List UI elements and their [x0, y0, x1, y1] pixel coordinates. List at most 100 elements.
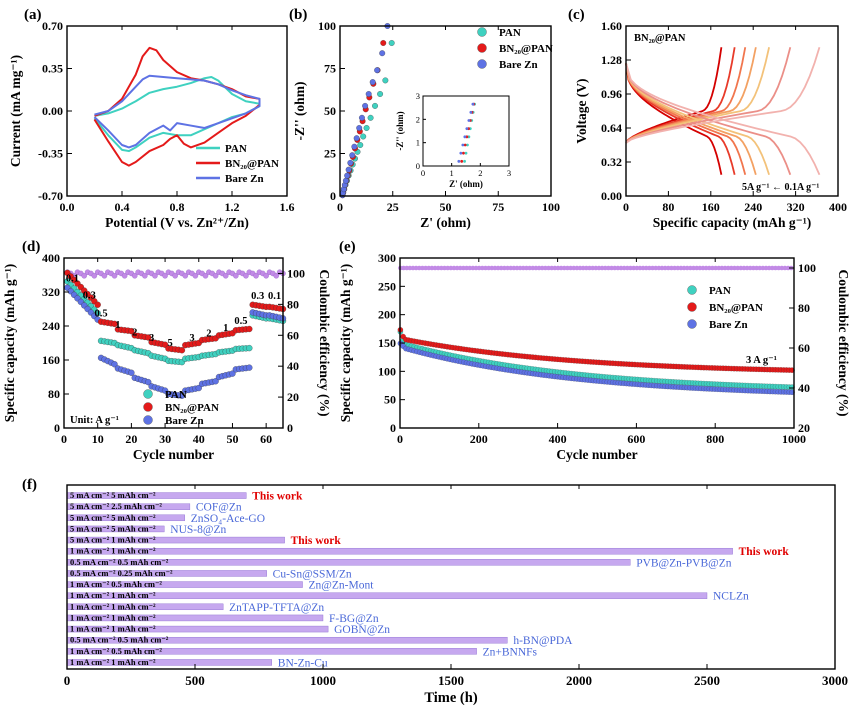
- ce-point: [574, 265, 580, 271]
- x-tick-label: 0: [397, 432, 403, 446]
- rate-label: 0.3: [83, 290, 96, 301]
- capacity-point: [212, 378, 219, 385]
- legend-marker: [687, 285, 697, 295]
- x-tick-label: 30: [159, 432, 171, 446]
- ce-point: [273, 273, 280, 279]
- ce-point: [640, 265, 646, 271]
- ce-point: [744, 265, 750, 271]
- y2-tick-label: 60: [287, 328, 299, 342]
- ce-point: [719, 265, 725, 271]
- ce-point: [495, 265, 501, 271]
- inset-point: [463, 159, 466, 163]
- capacity-point: [145, 378, 152, 386]
- inset-y-tick-label: 3: [416, 91, 420, 101]
- bar-condition: 1 mA cm⁻² 1 mAh cm⁻²: [70, 612, 156, 622]
- ce-point: [732, 265, 737, 271]
- bar-condition: 0.5 mA cm⁻² 0.5 mAh cm⁻²: [70, 557, 169, 567]
- ce-point: [688, 265, 693, 271]
- ce-point: [121, 273, 128, 279]
- ce-point: [609, 265, 614, 271]
- ce-point: [606, 265, 611, 271]
- ce-point: [678, 265, 684, 271]
- ce-point: [558, 265, 564, 271]
- ce-point: [182, 273, 189, 279]
- ce-point: [599, 265, 605, 271]
- y-tick-label: 0: [390, 421, 396, 435]
- y-tick-label: 0.00: [42, 104, 63, 118]
- plot-frame: [66, 25, 288, 197]
- y-tick-label: 240: [42, 319, 60, 333]
- legend-marker: [477, 27, 487, 37]
- ce-point: [511, 265, 517, 271]
- ce-point: [423, 265, 428, 271]
- x-tick-label: 100: [542, 200, 560, 214]
- ce-point: [461, 265, 466, 271]
- ce-point: [439, 265, 444, 271]
- data-point: [356, 125, 363, 131]
- x-tick-label: 1500: [438, 673, 464, 688]
- x-tick-label: 50: [440, 200, 452, 214]
- ce-point: [618, 265, 624, 271]
- inset-point: [463, 143, 467, 147]
- panel-label: (c): [568, 7, 585, 23]
- capacity-point: [128, 369, 135, 376]
- ce-point: [785, 265, 791, 271]
- ce-point: [561, 265, 567, 271]
- ce-point: [773, 265, 778, 271]
- bar: [66, 592, 708, 599]
- charge-curve: [625, 47, 792, 144]
- ce-point: [435, 265, 441, 271]
- ce-point: [445, 265, 450, 271]
- ce-point: [568, 265, 573, 271]
- x-axis-label: Z' (ohm): [420, 215, 471, 230]
- x-tick-label: 400: [549, 432, 567, 446]
- y2-axis-label: Coulombic efficiency (%): [836, 270, 851, 417]
- ce-point: [779, 265, 785, 271]
- rate-label: 3: [189, 333, 194, 344]
- capacity-point: [246, 344, 253, 352]
- bar-name: This work: [252, 491, 303, 503]
- ce-point: [401, 265, 406, 271]
- ce-point: [502, 265, 507, 271]
- ce-point: [243, 273, 249, 279]
- x-tick-label: 0: [623, 200, 629, 214]
- ce-point: [429, 265, 435, 271]
- rate-annotation: 3 A g⁻¹: [746, 355, 777, 366]
- data-point: [379, 50, 386, 57]
- ce-point: [647, 265, 652, 271]
- ce-point: [738, 265, 744, 271]
- ce-point: [672, 265, 677, 271]
- x-axis-label: Cycle number: [556, 447, 637, 462]
- legend-marker: [143, 415, 153, 425]
- ce-point: [776, 265, 781, 271]
- rate-label: 5: [168, 338, 173, 349]
- data-point: [382, 77, 389, 84]
- ce-point: [555, 265, 561, 271]
- y-tick-label: 0.00: [601, 189, 622, 203]
- ce-point: [669, 265, 674, 271]
- ce-point: [81, 273, 87, 279]
- data-point: [347, 159, 354, 166]
- data-point: [377, 91, 384, 97]
- ce-point: [505, 265, 510, 271]
- inset-x-tick-label: 3: [507, 168, 511, 178]
- rate-label: 2: [206, 329, 211, 340]
- inset-point: [466, 143, 469, 147]
- chart-gcd: 0 80 160 240 320 400 0.00 0.32 0.64 0.96 1.28 1.60 S…: [568, 7, 847, 230]
- ce-point: [625, 265, 630, 271]
- inset-point: [469, 110, 473, 114]
- bar-condition: 0.5 mA cm⁻² 0.5 mAh cm⁻²: [70, 635, 169, 645]
- legend-marker: [687, 302, 697, 312]
- ce-point: [404, 265, 409, 271]
- data-point: [349, 152, 356, 159]
- y-tick-label: -0.35: [38, 147, 63, 161]
- ce-point: [514, 265, 520, 271]
- ce-point: [483, 265, 488, 271]
- x-tick-label: 0.4: [115, 200, 130, 214]
- ce-point: [653, 265, 659, 271]
- inset-y-label: -Z'' (ohm): [395, 111, 405, 150]
- chart-rate: 0.1 0.3 0.5 1 2 3 5 3 2 1 0.5 0.3 0.1 0 10 20 30 40 50 60 0 8…: [2, 239, 332, 462]
- legend-marker: [143, 402, 153, 412]
- capacity-point: [111, 320, 118, 328]
- inset-point: [463, 135, 467, 139]
